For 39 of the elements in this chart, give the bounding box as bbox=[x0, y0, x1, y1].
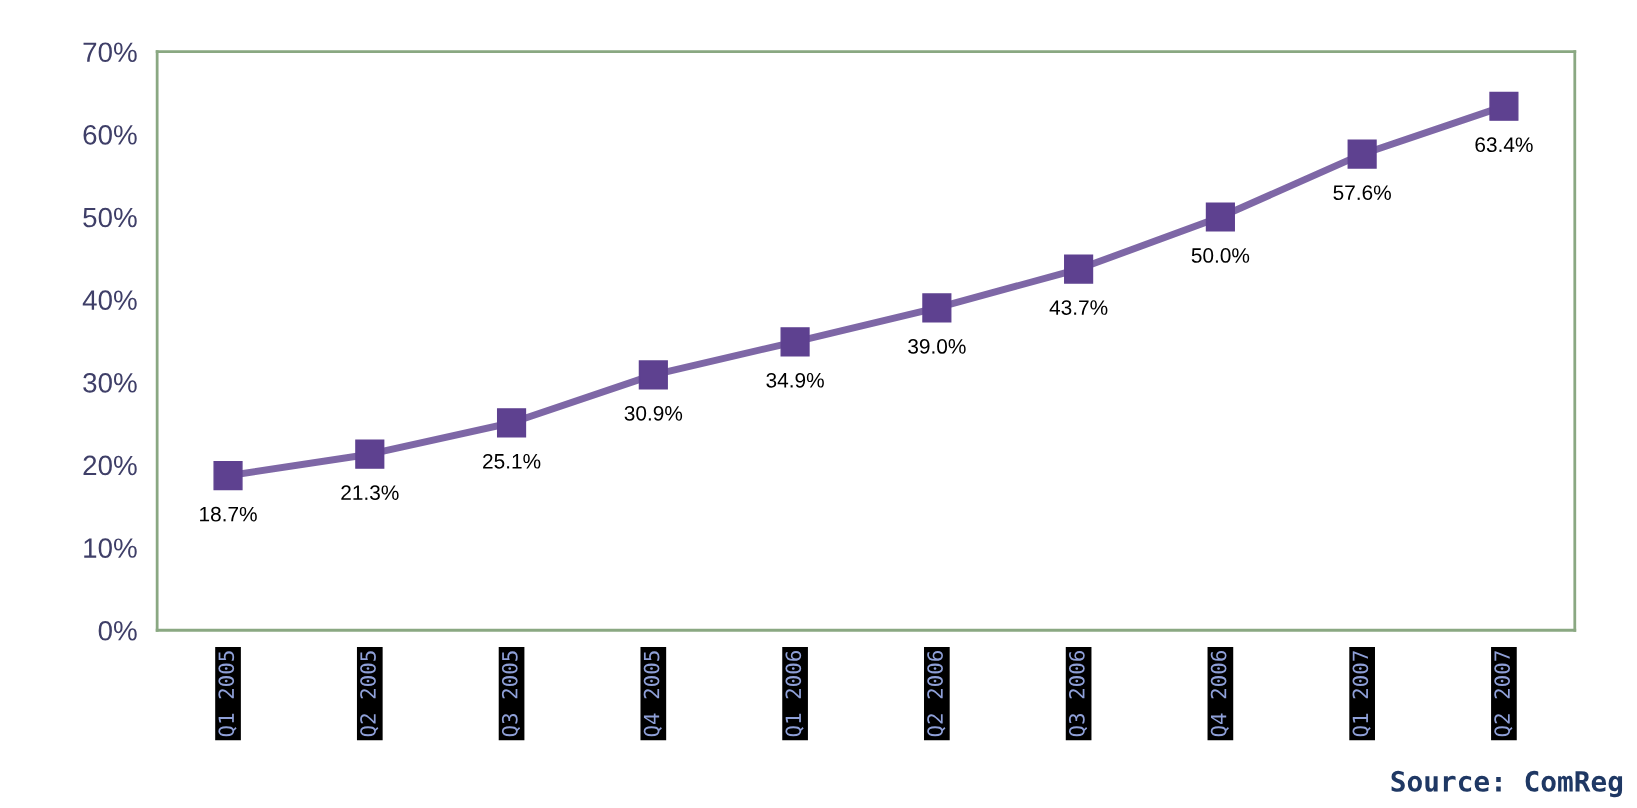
text: 39.0% bbox=[908, 339, 966, 354]
text: 50.0% bbox=[1191, 248, 1250, 263]
point bbox=[496, 408, 527, 438]
x-tick-label: Q3 2006 bbox=[1068, 651, 1088, 737]
y-tick-label: 70% bbox=[83, 42, 137, 63]
y-tick-label: 20% bbox=[83, 455, 137, 476]
x-tick-label: Q4 2005 bbox=[643, 651, 662, 737]
point bbox=[638, 360, 668, 390]
x-tick-label: Q2 2007 bbox=[1494, 651, 1513, 737]
point bbox=[922, 293, 952, 323]
y-tick-label: 40% bbox=[82, 290, 137, 310]
text: 18.7% bbox=[200, 506, 257, 522]
x-tick-label: Q4 2006 bbox=[1210, 651, 1229, 737]
point bbox=[1489, 91, 1519, 121]
x-tick-label: Q3 2005 bbox=[501, 651, 521, 737]
text: 34.9% bbox=[766, 372, 824, 388]
text: 43.7% bbox=[1049, 300, 1108, 315]
x-tick-label: Q2 2005 bbox=[360, 651, 379, 737]
y-tick-label: 30% bbox=[83, 372, 137, 393]
y-tick-label: 10% bbox=[84, 538, 137, 558]
y-tick-label: 0% bbox=[98, 620, 137, 641]
point bbox=[780, 327, 810, 357]
text: 21.3% bbox=[341, 485, 399, 501]
point bbox=[1064, 254, 1094, 284]
x-tick-label: Q1 2005 bbox=[218, 651, 237, 737]
x-tick-label: Q1 2006 bbox=[785, 651, 804, 737]
point bbox=[1347, 139, 1377, 169]
y-tick-label: 50% bbox=[83, 207, 137, 228]
point bbox=[1205, 202, 1235, 232]
text: 25.1% bbox=[483, 453, 541, 469]
text: 57.6% bbox=[1333, 185, 1391, 201]
y-tick-label: 60% bbox=[83, 125, 137, 145]
point bbox=[213, 461, 243, 491]
source-note: Source: ComReg bbox=[1391, 770, 1623, 798]
point bbox=[355, 439, 385, 469]
x-tick-label: Q2 2006 bbox=[927, 651, 946, 737]
text: 30.9% bbox=[624, 405, 683, 421]
text: 63.4% bbox=[1475, 137, 1533, 153]
x-tick-label: Q1 2007 bbox=[1352, 651, 1371, 737]
